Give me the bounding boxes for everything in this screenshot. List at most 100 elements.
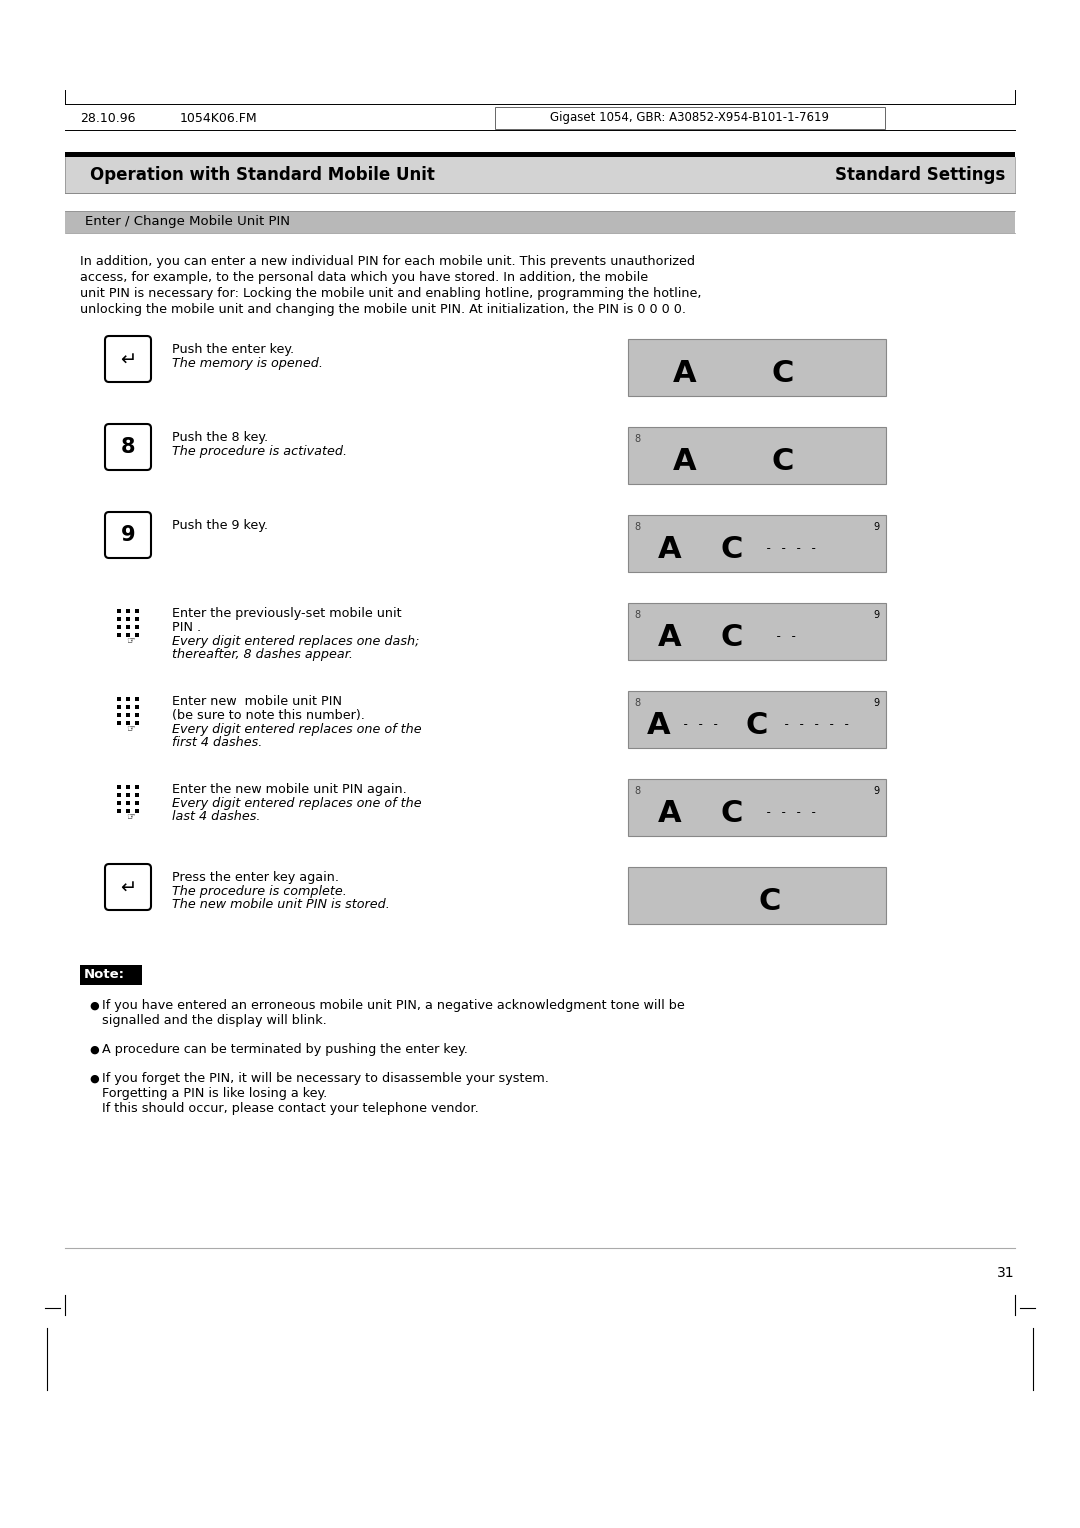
- Bar: [80, 966, 141, 986]
- Text: Note:: Note:: [84, 969, 125, 981]
- Bar: [135, 808, 139, 813]
- Bar: [135, 608, 139, 613]
- Text: 8: 8: [634, 698, 640, 707]
- Bar: [117, 801, 121, 805]
- Bar: [126, 633, 130, 637]
- FancyBboxPatch shape: [105, 336, 151, 382]
- Text: - - - -: - - - -: [765, 805, 818, 819]
- Text: Every digit entered replaces one of the: Every digit entered replaces one of the: [172, 723, 421, 736]
- Text: access, for example, to the personal data which you have stored. In addition, th: access, for example, to the personal dat…: [80, 270, 648, 284]
- Text: 1054K06.FM: 1054K06.FM: [180, 112, 258, 124]
- Text: If this should occur, please contact your telephone vendor.: If this should occur, please contact you…: [102, 1102, 478, 1115]
- Text: If you have entered an erroneous mobile unit PIN, a negative acknowledgment tone: If you have entered an erroneous mobile …: [102, 999, 685, 1012]
- Bar: [65, 151, 1015, 157]
- Text: 9: 9: [873, 610, 879, 620]
- Bar: [135, 793, 139, 798]
- Bar: [126, 697, 130, 701]
- Bar: [627, 339, 886, 396]
- Text: Enter the previously-set mobile unit: Enter the previously-set mobile unit: [172, 607, 402, 620]
- Bar: [117, 697, 121, 701]
- Text: unit PIN is necessary for: Locking the mobile unit and enabling hotline, program: unit PIN is necessary for: Locking the m…: [80, 287, 702, 299]
- Bar: [135, 704, 139, 709]
- Bar: [495, 107, 885, 128]
- Text: Push the 8 key.: Push the 8 key.: [172, 431, 268, 445]
- Text: - -: - -: [775, 630, 797, 643]
- Bar: [126, 801, 130, 805]
- Text: ☞: ☞: [126, 724, 135, 733]
- Text: A: A: [658, 535, 681, 564]
- Bar: [117, 808, 121, 813]
- Text: A: A: [673, 446, 697, 475]
- Bar: [117, 793, 121, 798]
- FancyBboxPatch shape: [105, 423, 151, 471]
- Bar: [117, 704, 121, 709]
- Bar: [627, 604, 886, 660]
- Bar: [117, 625, 121, 630]
- Text: The procedure is activated.: The procedure is activated.: [172, 445, 347, 458]
- Bar: [117, 785, 121, 788]
- Bar: [126, 793, 130, 798]
- Text: A: A: [658, 799, 681, 828]
- Bar: [117, 714, 121, 717]
- Text: ☞: ☞: [126, 811, 135, 822]
- Text: 8: 8: [634, 610, 640, 620]
- Bar: [117, 617, 121, 620]
- Bar: [627, 779, 886, 836]
- Text: ●: ●: [89, 1074, 98, 1083]
- Text: - - - -: - - - -: [765, 542, 818, 555]
- Bar: [135, 785, 139, 788]
- Bar: [627, 691, 886, 749]
- Bar: [126, 617, 130, 620]
- Text: Enter / Change Mobile Unit PIN: Enter / Change Mobile Unit PIN: [85, 215, 291, 229]
- Text: 8: 8: [121, 437, 135, 457]
- Bar: [135, 697, 139, 701]
- Bar: [135, 625, 139, 630]
- Bar: [627, 426, 886, 484]
- Text: 9: 9: [873, 785, 879, 796]
- Text: The memory is opened.: The memory is opened.: [172, 358, 323, 370]
- Text: Standard Settings: Standard Settings: [835, 167, 1005, 183]
- Text: signalled and the display will blink.: signalled and the display will blink.: [102, 1015, 327, 1027]
- Bar: [126, 608, 130, 613]
- Text: If you forget the PIN, it will be necessary to disassemble your system.: If you forget the PIN, it will be necess…: [102, 1073, 549, 1085]
- Text: C: C: [720, 535, 742, 564]
- Bar: [135, 801, 139, 805]
- Text: ●: ●: [89, 1045, 98, 1054]
- Bar: [135, 633, 139, 637]
- Bar: [126, 714, 130, 717]
- Text: ☞: ☞: [126, 636, 135, 646]
- Text: Every digit entered replaces one of the: Every digit entered replaces one of the: [172, 798, 421, 810]
- Bar: [117, 608, 121, 613]
- Text: C: C: [720, 623, 742, 652]
- Bar: [135, 721, 139, 726]
- Bar: [135, 714, 139, 717]
- Text: ↵: ↵: [120, 350, 136, 370]
- Text: A: A: [658, 623, 681, 652]
- Text: 8: 8: [634, 434, 640, 445]
- Text: 9: 9: [873, 523, 879, 532]
- Text: The new mobile unit PIN is stored.: The new mobile unit PIN is stored.: [172, 898, 390, 911]
- Text: 8: 8: [634, 785, 640, 796]
- Text: 8: 8: [634, 523, 640, 532]
- Text: C: C: [771, 446, 794, 475]
- Text: - - - - -: - - - - -: [783, 718, 850, 730]
- FancyBboxPatch shape: [105, 863, 151, 911]
- Text: - - -: - - -: [683, 718, 719, 730]
- Bar: [627, 515, 886, 571]
- Text: Gigaset 1054, GBR: A30852-X954-B101-1-7619: Gigaset 1054, GBR: A30852-X954-B101-1-76…: [551, 112, 829, 124]
- Text: Enter new  mobile unit PIN: Enter new mobile unit PIN: [172, 695, 342, 707]
- Text: The procedure is complete.: The procedure is complete.: [172, 885, 347, 898]
- Bar: [126, 704, 130, 709]
- Text: 9: 9: [873, 698, 879, 707]
- Bar: [627, 866, 886, 924]
- Bar: [126, 625, 130, 630]
- Text: C: C: [759, 886, 781, 915]
- Text: 9: 9: [121, 526, 135, 545]
- Text: last 4 dashes.: last 4 dashes.: [172, 810, 260, 824]
- Text: ↵: ↵: [120, 879, 136, 897]
- Text: C: C: [746, 711, 768, 740]
- Text: 28.10.96: 28.10.96: [80, 112, 135, 124]
- Text: C: C: [720, 799, 742, 828]
- Text: In addition, you can enter a new individual PIN for each mobile unit. This preve: In addition, you can enter a new individ…: [80, 255, 696, 267]
- Text: PIN .: PIN .: [172, 620, 201, 634]
